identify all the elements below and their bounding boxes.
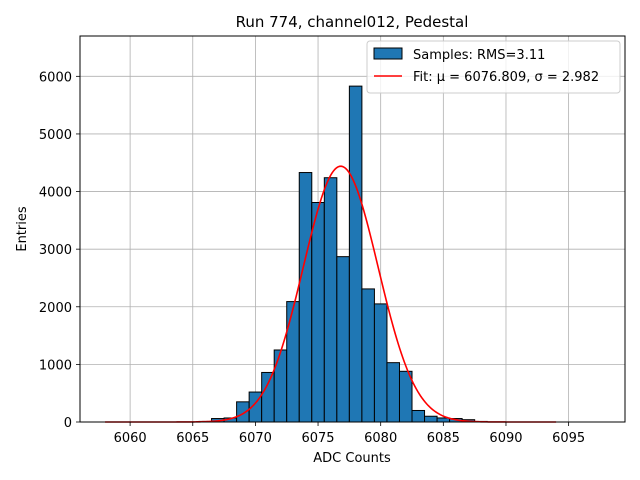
histogram-bar: [386, 362, 400, 423]
histogram-bar: [311, 201, 325, 423]
x-tick-label: 6095: [552, 431, 585, 446]
x-axis-ticks: 6060 6065 6070 6075 6080 6085 6090 6095: [114, 422, 585, 446]
histogram-bar: [411, 409, 426, 423]
legend-samples-swatch: [373, 47, 403, 60]
histogram-bar: [273, 349, 288, 423]
chart-title: Run 774, channel012, Pedestal: [236, 13, 469, 31]
y-tick-label: 3000: [39, 243, 72, 258]
histogram-bar: [298, 172, 313, 423]
y-tick-label: 6000: [39, 70, 72, 85]
plot-frame: [79, 35, 626, 423]
x-tick-label: 6080: [364, 431, 397, 446]
histogram-bar: [424, 415, 438, 423]
histogram-bar: [336, 256, 350, 423]
histogram-bar: [323, 177, 338, 423]
y-tick-label: 5000: [39, 128, 72, 143]
histogram-bar: [398, 370, 413, 423]
x-tick-label: 6075: [301, 431, 334, 446]
legend-box: [366, 40, 621, 94]
y-axis-label: Entries: [15, 206, 30, 252]
x-tick-label: 6070: [239, 431, 272, 446]
y-tick-label: 2000: [39, 301, 72, 316]
histogram-bar: [348, 85, 363, 423]
x-tick-label: 6090: [489, 431, 522, 446]
histogram-bar: [261, 371, 275, 423]
histogram-bar: [286, 301, 300, 423]
legend-fit-label: Fit: μ = 6076.809, σ = 2.982: [413, 70, 599, 85]
y-tick-label: 0: [64, 416, 72, 431]
x-tick-label: 6060: [114, 431, 147, 446]
histogram-bar: [236, 401, 250, 423]
x-tick-label: 6085: [427, 431, 460, 446]
legend-samples-label: Samples: RMS=3.11: [413, 48, 545, 63]
y-axis-ticks: 0 1000 2000 3000 4000 5000 6000: [39, 70, 80, 431]
legend: Samples: RMS=3.11 Fit: μ = 6076.809, σ =…: [366, 40, 621, 94]
y-tick-label: 1000: [39, 358, 72, 373]
y-tick-label: 4000: [39, 186, 72, 201]
histogram-bar: [373, 303, 388, 423]
x-axis-label: ADC Counts: [313, 451, 391, 466]
x-tick-label: 6065: [176, 431, 209, 446]
histogram-bar: [361, 288, 375, 423]
